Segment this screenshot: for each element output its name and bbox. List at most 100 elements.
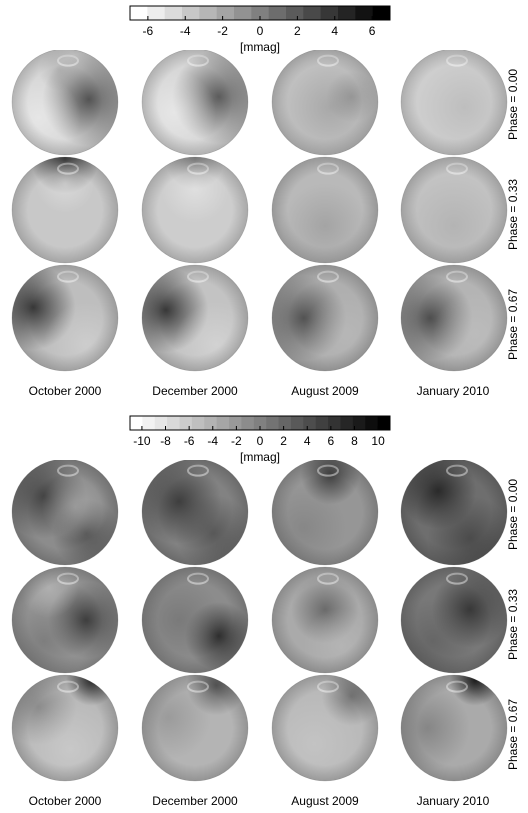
colorbar-bottom: -10 -8 -6 -4 -2 0 2 4 6 8 10 <box>129 415 391 448</box>
colorbar-step <box>328 416 341 430</box>
colorbar-top: -6 -4 -2 0 2 4 6 <box>129 5 391 38</box>
colorbar-step <box>142 416 156 430</box>
colorbar-step <box>204 416 218 430</box>
colorbar-step <box>266 416 280 430</box>
colorbar-tick-label: 8 <box>351 434 358 448</box>
star-map-sphere <box>11 674 119 782</box>
star-map-sphere <box>400 264 508 372</box>
colorbar-step <box>234 6 252 20</box>
column-label-3: August 2009 <box>291 794 359 808</box>
colorbar-tick-label: 4 <box>304 434 311 448</box>
star-map-sphere <box>141 674 249 782</box>
sphere-grid-bottom <box>11 460 508 782</box>
colorbar-tick-label: 4 <box>331 24 338 38</box>
colorbar-tick-label: -2 <box>231 434 242 448</box>
colorbar-tick-label: 0 <box>257 24 264 38</box>
colorbar-tick-label: 2 <box>280 434 287 448</box>
colorbar-step <box>216 416 230 430</box>
bottom-panel: -10 -8 -6 -4 -2 0 2 4 6 8 10 [mmag] Phase = 0.00 P… <box>0 410 528 813</box>
column-label-1: October 2000 <box>28 384 102 398</box>
colorbar-step <box>286 6 304 20</box>
top-panel: -6 -4 -2 0 2 4 6 [mmag] Phase = 0.00 Phase = 0… <box>0 0 528 406</box>
colorbar-step <box>253 416 267 430</box>
star-map-sphere <box>400 566 508 674</box>
star-map-sphere <box>11 264 119 372</box>
colorbar-tick-label: 6 <box>328 434 335 448</box>
star-map-sphere <box>11 50 119 156</box>
colorbar-step <box>340 416 354 430</box>
colorbar-step <box>229 416 242 430</box>
column-label-4: January 2010 <box>416 384 490 398</box>
star-map-sphere <box>400 50 508 156</box>
column-label-1: October 2000 <box>28 794 102 808</box>
colorbar-tick-label: -2 <box>217 24 228 38</box>
colorbar-step <box>338 6 356 20</box>
colorbar-step <box>182 6 200 20</box>
colorbar-step <box>130 416 143 430</box>
colorbar-step <box>372 6 391 20</box>
colorbar-tick-label: -6 <box>143 24 154 38</box>
colorbar-unit-top: [mmag] <box>239 40 280 54</box>
phase-label-row-1: Phase = 0.00 <box>506 478 520 550</box>
phase-label-row-1: Phase = 0.00 <box>506 68 520 140</box>
colorbar-tick-label: 0 <box>257 434 264 448</box>
phase-label-row-2: Phase = 0.33 <box>506 588 520 660</box>
colorbar-step <box>278 416 292 430</box>
star-map-sphere <box>141 50 249 156</box>
colorbar-tick-label: -6 <box>184 434 195 448</box>
star-map-sphere <box>11 156 119 264</box>
colorbar-tick-label: 2 <box>294 24 301 38</box>
star-map-sphere <box>271 156 379 264</box>
column-label-4: January 2010 <box>416 794 490 808</box>
colorbar-tick-label: -8 <box>160 434 171 448</box>
star-map-sphere <box>271 674 379 782</box>
colorbar-step <box>377 416 391 430</box>
column-label-3: August 2009 <box>291 384 359 398</box>
star-map-sphere <box>11 460 119 566</box>
colorbar-step <box>216 6 235 20</box>
colorbar-step <box>315 416 329 430</box>
colorbar-step <box>355 6 374 20</box>
colorbar-tick-label: 10 <box>371 434 385 448</box>
star-map-sphere <box>271 264 379 372</box>
star-map-sphere <box>271 50 379 156</box>
colorbar-tick-label: -4 <box>180 24 191 38</box>
phase-label-row-3: Phase = 0.67 <box>506 288 520 360</box>
colorbar-step <box>290 416 304 430</box>
colorbar-step <box>365 416 379 430</box>
colorbar-step <box>303 416 317 430</box>
star-map-sphere <box>141 460 249 566</box>
phase-label-row-3: Phase = 0.67 <box>506 698 520 770</box>
colorbar-step <box>241 416 255 430</box>
colorbar-step <box>164 6 183 20</box>
star-map-sphere <box>400 460 508 566</box>
colorbar-step <box>199 6 218 20</box>
colorbar-tick-label: 6 <box>369 24 376 38</box>
colorbar-step <box>352 416 366 430</box>
star-map-sphere <box>271 460 379 566</box>
colorbar-step <box>167 416 181 430</box>
colorbar-step <box>130 6 148 20</box>
star-map-sphere <box>271 566 379 674</box>
star-map-sphere <box>141 156 249 264</box>
colorbar-tick-label: -4 <box>207 434 218 448</box>
colorbar-step <box>303 6 322 20</box>
colorbar-tick-label: -10 <box>133 434 151 448</box>
colorbar-step <box>268 6 287 20</box>
colorbar-step <box>191 416 205 430</box>
star-map-sphere <box>11 566 119 674</box>
star-map-sphere <box>141 566 249 674</box>
colorbar-step <box>251 6 270 20</box>
column-label-2: December 2000 <box>152 794 238 808</box>
colorbar-step <box>320 6 339 20</box>
star-map-sphere <box>141 264 249 372</box>
star-map-sphere <box>400 156 508 264</box>
colorbar-step <box>147 6 166 20</box>
sphere-grid-top <box>11 50 508 372</box>
phase-label-row-2: Phase = 0.33 <box>506 178 520 250</box>
column-label-2: December 2000 <box>152 384 238 398</box>
colorbar-step <box>179 416 193 430</box>
star-map-sphere <box>400 674 508 782</box>
colorbar-step <box>154 416 168 430</box>
colorbar-unit-bottom: [mmag] <box>239 450 280 464</box>
